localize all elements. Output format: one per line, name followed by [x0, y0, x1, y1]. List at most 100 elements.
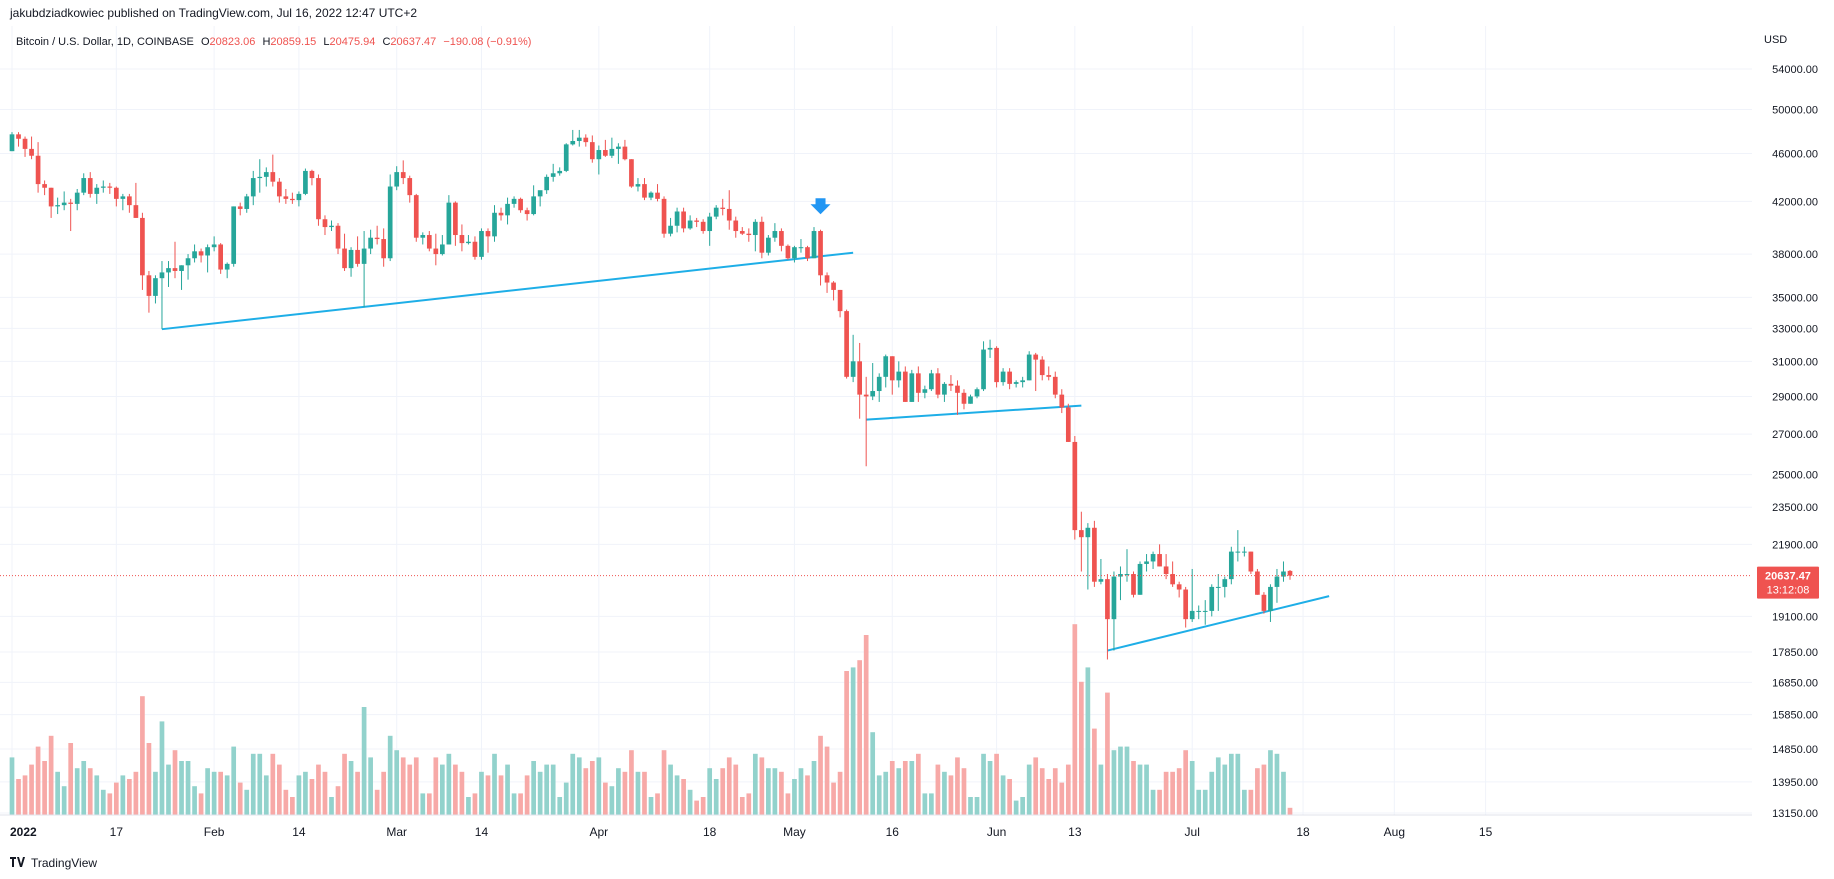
candle — [329, 220, 334, 232]
candle-body — [537, 190, 543, 197]
candle-body — [205, 247, 210, 256]
volume-bar — [146, 743, 152, 815]
arrow-marker — [810, 198, 831, 215]
candle — [1176, 581, 1182, 598]
candle-body — [1274, 576, 1280, 587]
candle — [603, 139, 608, 157]
candle-body — [603, 150, 608, 156]
candlesticks[interactable] — [9, 129, 1293, 660]
volume-bar — [368, 757, 373, 815]
volume-bar — [922, 793, 928, 815]
volume-bar — [974, 797, 980, 815]
volume-bar — [316, 764, 321, 815]
candle — [16, 132, 21, 147]
candle-body — [974, 389, 980, 397]
candle-body — [290, 198, 295, 201]
volume-bar — [374, 789, 380, 815]
price-tick-label: 23500.00 — [1772, 502, 1818, 514]
candle-body — [1118, 574, 1123, 577]
candle-body — [237, 206, 243, 209]
time-tick-label: Feb — [204, 825, 225, 839]
volume-bar — [583, 768, 589, 815]
candle-body — [635, 184, 641, 187]
candle-body — [1202, 610, 1208, 612]
volume-bar — [100, 789, 106, 815]
candle — [309, 169, 315, 186]
candle — [1209, 584, 1215, 617]
volume-bar — [674, 775, 680, 815]
price-tick-label: 31000.00 — [1772, 356, 1818, 368]
candle — [492, 205, 497, 242]
volume-bar — [1268, 750, 1273, 815]
volume-bar — [589, 761, 595, 815]
candle — [42, 180, 47, 196]
candle — [472, 236, 478, 260]
candle-body — [316, 178, 321, 220]
candle — [876, 373, 882, 402]
candle — [485, 228, 491, 253]
trendlines[interactable] — [161, 251, 1330, 652]
candle — [896, 361, 902, 388]
volume-bar — [1059, 782, 1065, 815]
volume-bar — [1189, 761, 1195, 815]
candle — [994, 346, 999, 388]
ohlc-legend: Bitcoin / U.S. Dollar, 1D, COINBASE O208… — [16, 36, 535, 48]
volume-bar — [635, 771, 641, 815]
tradingview-logo-icon[interactable] — [10, 855, 26, 870]
volume-bar — [935, 764, 941, 815]
volume-bar — [433, 757, 439, 815]
volume-bar — [303, 771, 308, 815]
candle — [387, 174, 393, 262]
candle — [1255, 568, 1260, 595]
candle-body — [844, 311, 849, 377]
candle — [1098, 558, 1104, 585]
candle-body — [361, 248, 367, 264]
candle — [622, 139, 628, 161]
volume-bar — [876, 775, 882, 815]
volume-bar — [348, 761, 354, 815]
candle-body — [655, 192, 660, 199]
time-tick-label: 16 — [886, 825, 900, 839]
candle-body — [850, 361, 856, 377]
candle-body — [1183, 589, 1189, 620]
candle-body — [439, 244, 445, 255]
candle-body — [1033, 354, 1039, 360]
candle — [192, 244, 197, 263]
candle-body — [1039, 359, 1045, 376]
volume-bar — [1007, 779, 1012, 815]
price-axis[interactable]: 54000.00 50000.00 46000.00 42000.00 38000.00… — [1772, 64, 1818, 820]
candle — [1189, 568, 1195, 622]
volume-bar — [955, 757, 960, 815]
candle-body — [1098, 579, 1104, 582]
candle — [498, 207, 504, 221]
candle — [1170, 561, 1175, 587]
candle — [609, 137, 615, 159]
high-value: 20859.15 — [270, 36, 317, 48]
currency-label[interactable]: USD — [1764, 34, 1788, 46]
symbol-name[interactable]: Bitcoin / U.S. Dollar, 1D, COINBASE — [16, 36, 194, 48]
volume-bar — [681, 779, 686, 815]
candle — [635, 178, 641, 192]
candle — [616, 143, 621, 164]
candle-body — [127, 196, 132, 206]
volume-bar — [322, 771, 328, 815]
candle-body — [668, 225, 673, 234]
price-tick-label: 35000.00 — [1772, 292, 1818, 304]
candle — [752, 219, 758, 252]
volume-bar — [1196, 789, 1202, 815]
volume-bar — [1242, 789, 1247, 815]
candle-body — [107, 186, 113, 188]
candle — [1150, 551, 1156, 569]
candle — [642, 178, 647, 201]
candle — [831, 281, 836, 301]
time-axis[interactable]: 2022 17 Feb 14 Mar 14 Apr 18 May 16 Jun 13 Jul 18 Aug 1… — [0, 814, 1752, 839]
candle-body — [218, 244, 224, 270]
volume-bar — [511, 793, 517, 815]
volume-bar — [113, 782, 119, 815]
candle-body — [766, 237, 771, 253]
candle-body — [968, 396, 973, 404]
brand-name[interactable]: TradingView — [31, 855, 98, 870]
candle — [446, 195, 452, 245]
candle-body — [159, 272, 165, 279]
